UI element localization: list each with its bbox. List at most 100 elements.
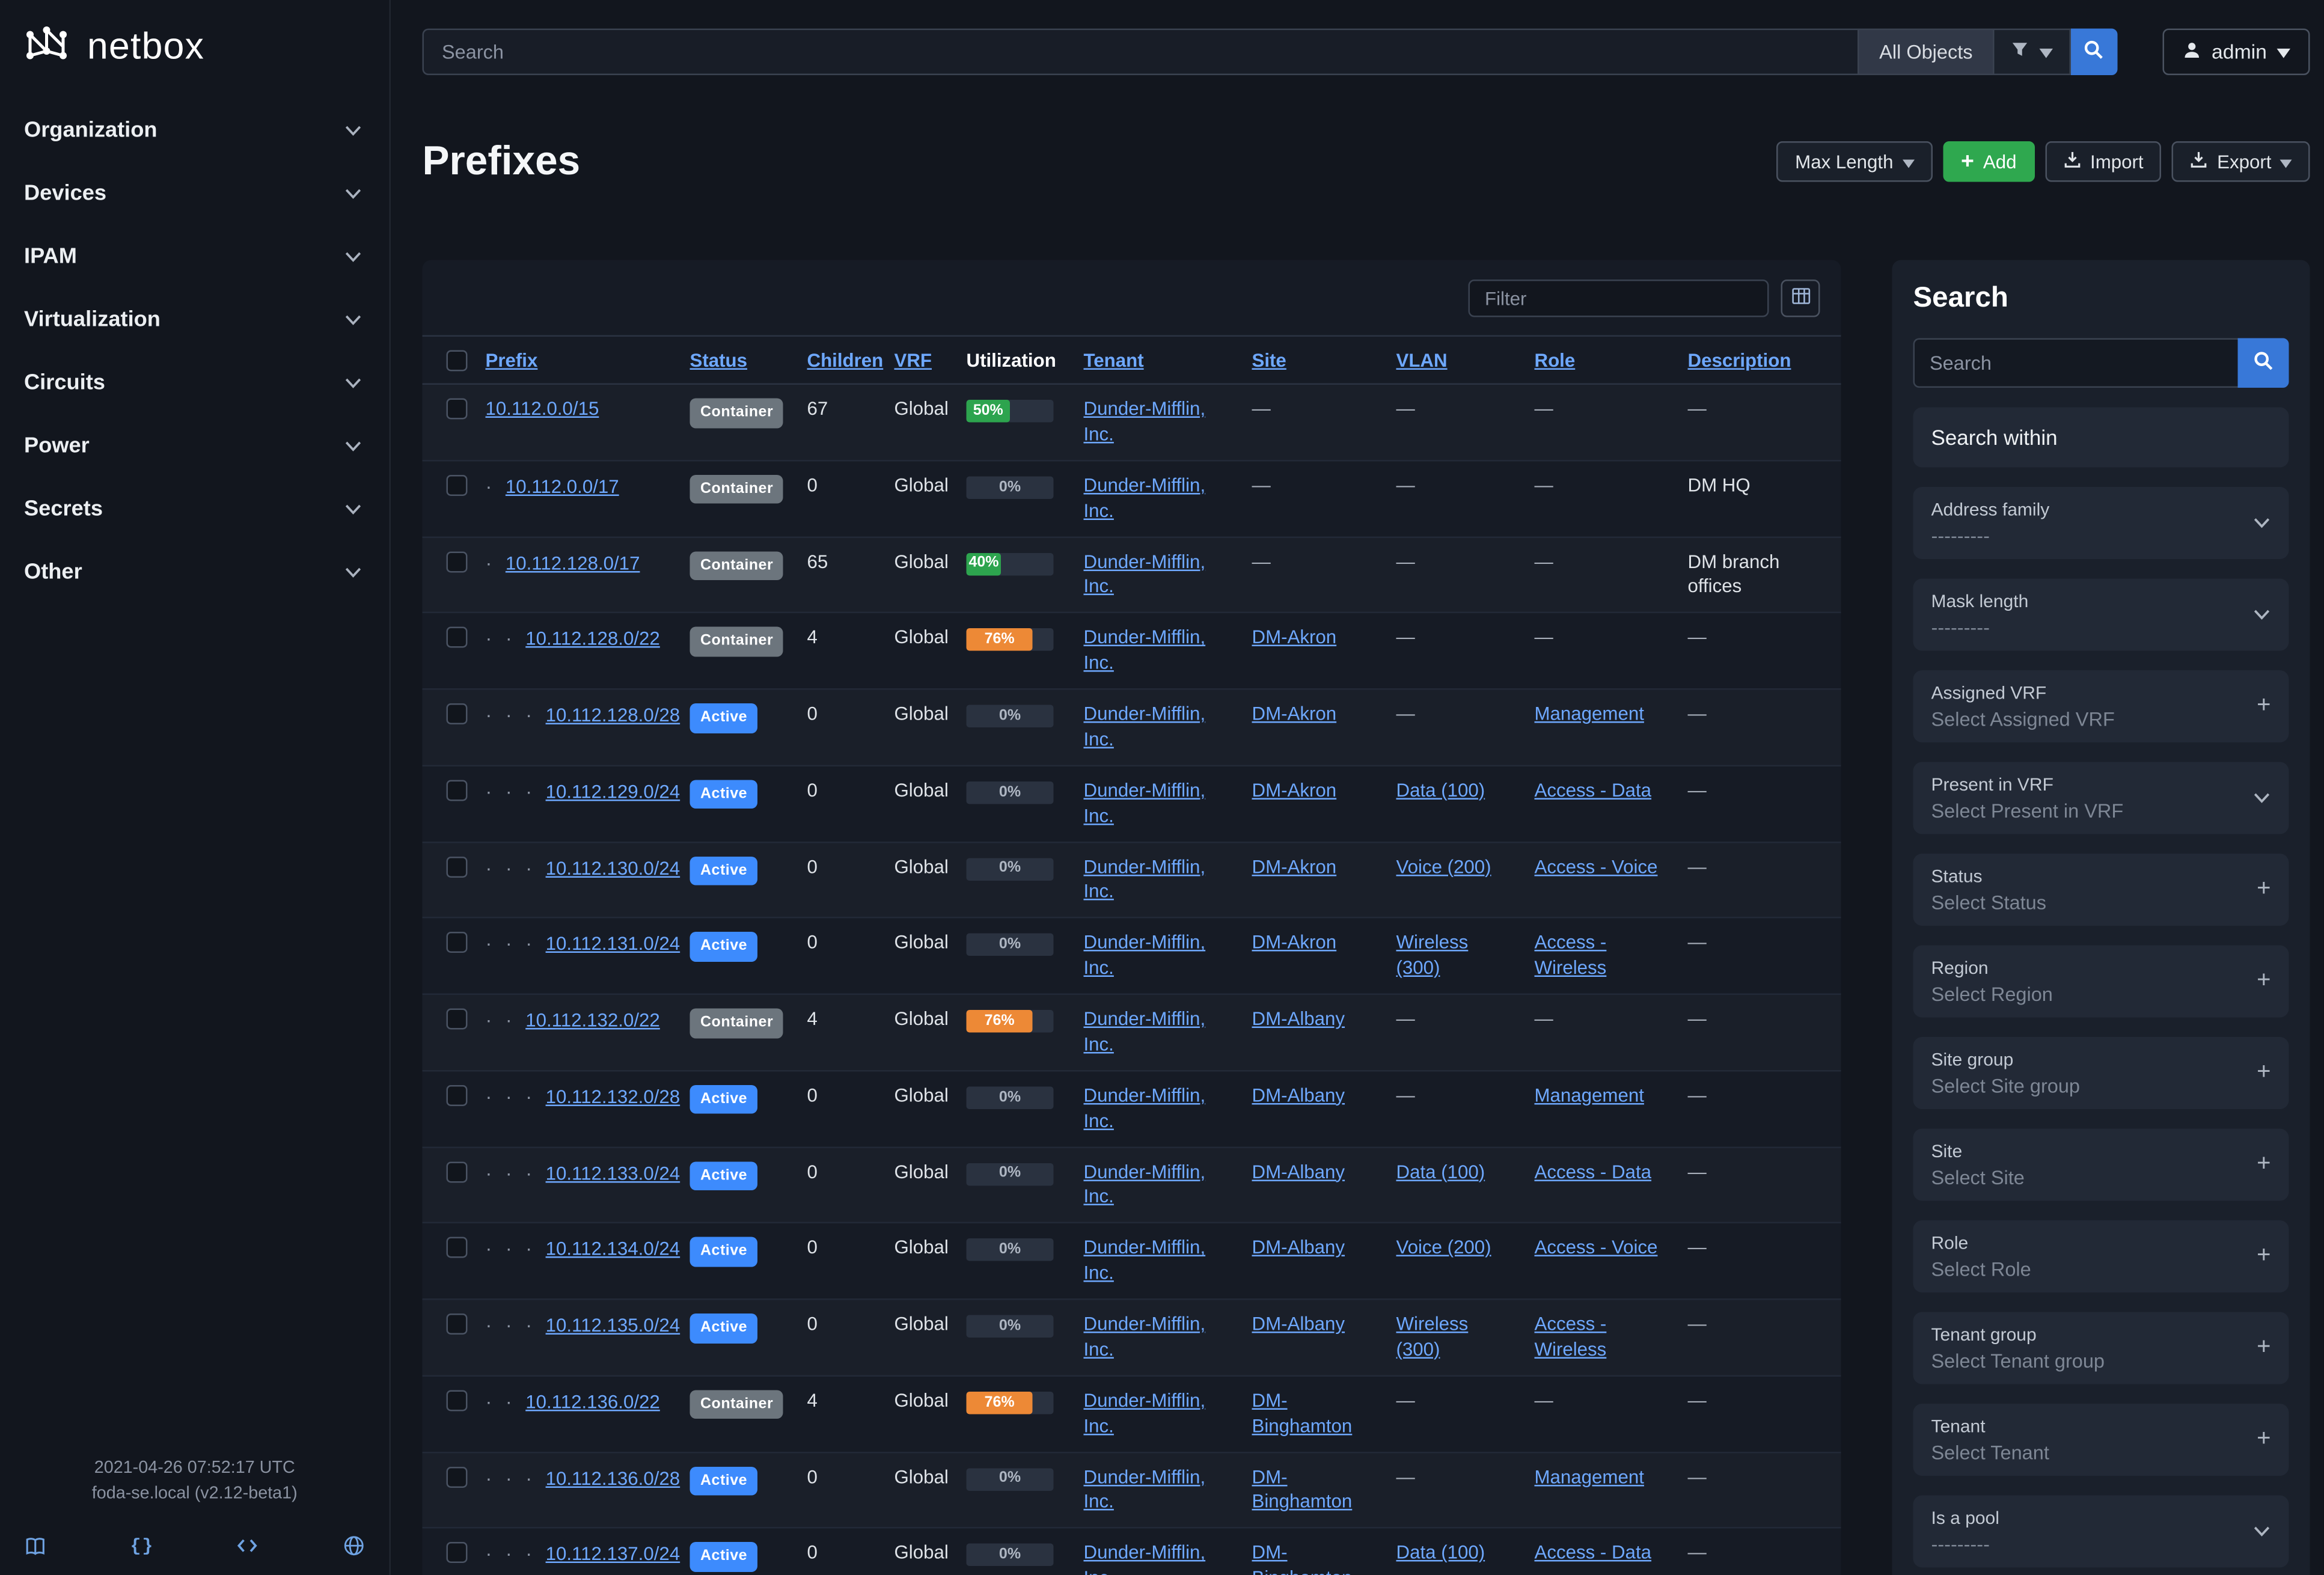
tenant-link[interactable]: Dunder-Mifflin, Inc.: [1083, 474, 1206, 521]
site-link[interactable]: DM-Binghamton: [1252, 1466, 1353, 1512]
site-link[interactable]: DM-Albany: [1252, 1008, 1345, 1030]
role-link[interactable]: Management: [1534, 703, 1644, 724]
filter-field-mask-length[interactable]: Mask length --------- +: [1913, 578, 2289, 651]
role-link[interactable]: Access - Data: [1534, 1161, 1652, 1182]
row-checkbox[interactable]: [446, 779, 468, 801]
sidebar-item-other[interactable]: Other: [0, 541, 390, 604]
role-link[interactable]: Access - Data: [1534, 779, 1652, 801]
filter-field-tenant-group[interactable]: Tenant group Select Tenant group +: [1913, 1312, 2289, 1384]
row-checkbox[interactable]: [446, 551, 468, 572]
prefix-link[interactable]: 10.112.132.0/28: [545, 1086, 680, 1107]
global-search-button[interactable]: [2070, 28, 2117, 75]
tenant-link[interactable]: Dunder-Mifflin, Inc.: [1083, 932, 1206, 979]
search-filter-dropdown-button[interactable]: [1992, 28, 2071, 75]
tenant-link[interactable]: Dunder-Mifflin, Inc.: [1083, 627, 1206, 674]
site-link[interactable]: DM-Albany: [1252, 1161, 1345, 1182]
filter-field-role[interactable]: Role Select Role +: [1913, 1220, 2289, 1292]
prefix-link[interactable]: 10.112.128.0/28: [545, 705, 680, 726]
row-checkbox[interactable]: [446, 1466, 468, 1487]
row-checkbox[interactable]: [446, 398, 468, 420]
sort-link[interactable]: Site: [1252, 349, 1286, 371]
select-all-checkbox[interactable]: [446, 350, 468, 372]
export-dropdown-button[interactable]: Export: [2172, 141, 2311, 182]
tenant-link[interactable]: Dunder-Mifflin, Inc.: [1083, 779, 1206, 827]
prefix-link[interactable]: 10.112.135.0/24: [545, 1315, 680, 1336]
filter-field-assigned-vrf[interactable]: Assigned VRF Select Assigned VRF +: [1913, 670, 2289, 742]
sort-link[interactable]: Children: [807, 349, 884, 371]
vlan-link[interactable]: Voice (200): [1396, 1237, 1491, 1259]
prefix-link[interactable]: 10.112.128.0/17: [505, 552, 640, 573]
row-checkbox[interactable]: [446, 627, 468, 649]
filter-field-status[interactable]: Status Select Status +: [1913, 854, 2289, 926]
vlan-link[interactable]: Wireless (300): [1396, 932, 1469, 979]
prefix-link[interactable]: 10.112.136.0/28: [545, 1467, 680, 1489]
panel-search-button[interactable]: [2237, 338, 2289, 388]
prefix-link[interactable]: 10.112.134.0/24: [545, 1238, 680, 1260]
vlan-link[interactable]: Data (100): [1396, 1542, 1485, 1564]
site-link[interactable]: DM-Binghamton: [1252, 1389, 1353, 1437]
row-checkbox[interactable]: [446, 855, 468, 877]
tenant-link[interactable]: Dunder-Mifflin, Inc.: [1083, 855, 1206, 902]
row-checkbox[interactable]: [446, 1084, 468, 1106]
prefix-link[interactable]: 10.112.0.0/15: [485, 398, 599, 420]
prefix-link[interactable]: 10.112.129.0/24: [545, 781, 680, 803]
tenant-link[interactable]: Dunder-Mifflin, Inc.: [1083, 398, 1206, 445]
sidebar-item-power[interactable]: Power: [0, 415, 390, 478]
sidebar-item-circuits[interactable]: Circuits: [0, 352, 390, 415]
community-globe-icon[interactable]: [343, 1535, 365, 1558]
quick-filter-input[interactable]: [1468, 280, 1769, 317]
row-checkbox[interactable]: [446, 1314, 468, 1335]
filter-field-present-in-vrf[interactable]: Present in VRF Select Present in VRF +: [1913, 762, 2289, 834]
sidebar-item-secrets[interactable]: Secrets: [0, 478, 390, 541]
row-checkbox[interactable]: [446, 1542, 468, 1564]
filter-field-is-a-pool[interactable]: Is a pool --------- +: [1913, 1495, 2289, 1568]
prefix-link[interactable]: 10.112.132.0/22: [525, 1010, 660, 1031]
table-configure-button[interactable]: [1781, 280, 1820, 317]
prefix-link[interactable]: 10.112.136.0/22: [525, 1391, 660, 1413]
role-link[interactable]: Management: [1534, 1466, 1644, 1487]
sort-link[interactable]: VLAN: [1396, 349, 1448, 371]
user-menu-button[interactable]: admin: [2162, 28, 2311, 75]
prefix-link[interactable]: 10.112.137.0/24: [545, 1544, 680, 1565]
prefix-link[interactable]: 10.112.0.0/17: [505, 476, 619, 497]
vlan-link[interactable]: Data (100): [1396, 1161, 1485, 1182]
row-checkbox[interactable]: [446, 1237, 468, 1259]
site-link[interactable]: DM-Akron: [1252, 703, 1337, 724]
rest-api-braces-icon[interactable]: { }: [130, 1535, 153, 1556]
sidebar-item-devices[interactable]: Devices: [0, 162, 390, 225]
role-link[interactable]: Access - Voice: [1534, 1237, 1658, 1259]
panel-search-input[interactable]: [1913, 338, 2238, 388]
role-link[interactable]: Access - Data: [1534, 1542, 1652, 1564]
tenant-link[interactable]: Dunder-Mifflin, Inc.: [1083, 1389, 1206, 1437]
tenant-link[interactable]: Dunder-Mifflin, Inc.: [1083, 1237, 1206, 1284]
max-length-dropdown-button[interactable]: Max Length: [1777, 141, 1933, 182]
filter-field-tenant[interactable]: Tenant Select Tenant +: [1913, 1404, 2289, 1476]
row-checkbox[interactable]: [446, 1161, 468, 1182]
sort-link[interactable]: Description: [1687, 349, 1791, 371]
site-link[interactable]: DM-Albany: [1252, 1314, 1345, 1335]
sort-link[interactable]: Status: [690, 349, 748, 371]
filter-field-site-group[interactable]: Site group Select Site group +: [1913, 1037, 2289, 1109]
tenant-link[interactable]: Dunder-Mifflin, Inc.: [1083, 1314, 1206, 1360]
vlan-link[interactable]: Data (100): [1396, 779, 1485, 801]
sort-link[interactable]: VRF: [894, 349, 932, 371]
sort-link[interactable]: Tenant: [1083, 349, 1144, 371]
sidebar-item-ipam[interactable]: IPAM: [0, 225, 390, 289]
tenant-link[interactable]: Dunder-Mifflin, Inc.: [1083, 1161, 1206, 1208]
tenant-link[interactable]: Dunder-Mifflin, Inc.: [1083, 1084, 1206, 1131]
role-link[interactable]: Access - Wireless: [1534, 1314, 1607, 1360]
add-button[interactable]: + Add: [1942, 141, 2035, 182]
sort-link[interactable]: Role: [1534, 349, 1576, 371]
search-scope-select[interactable]: All Objects: [1858, 28, 1993, 75]
prefix-link[interactable]: 10.112.130.0/24: [545, 857, 680, 879]
role-link[interactable]: Access - Voice: [1534, 855, 1658, 877]
tenant-link[interactable]: Dunder-Mifflin, Inc.: [1083, 1542, 1206, 1575]
tenant-link[interactable]: Dunder-Mifflin, Inc.: [1083, 1466, 1206, 1512]
row-checkbox[interactable]: [446, 932, 468, 953]
global-search-input[interactable]: [422, 28, 1859, 75]
site-link[interactable]: DM-Akron: [1252, 932, 1337, 953]
sort-link[interactable]: Prefix: [485, 349, 538, 371]
tenant-link[interactable]: Dunder-Mifflin, Inc.: [1083, 1008, 1206, 1055]
tenant-link[interactable]: Dunder-Mifflin, Inc.: [1083, 703, 1206, 750]
site-link[interactable]: DM-Albany: [1252, 1084, 1345, 1106]
